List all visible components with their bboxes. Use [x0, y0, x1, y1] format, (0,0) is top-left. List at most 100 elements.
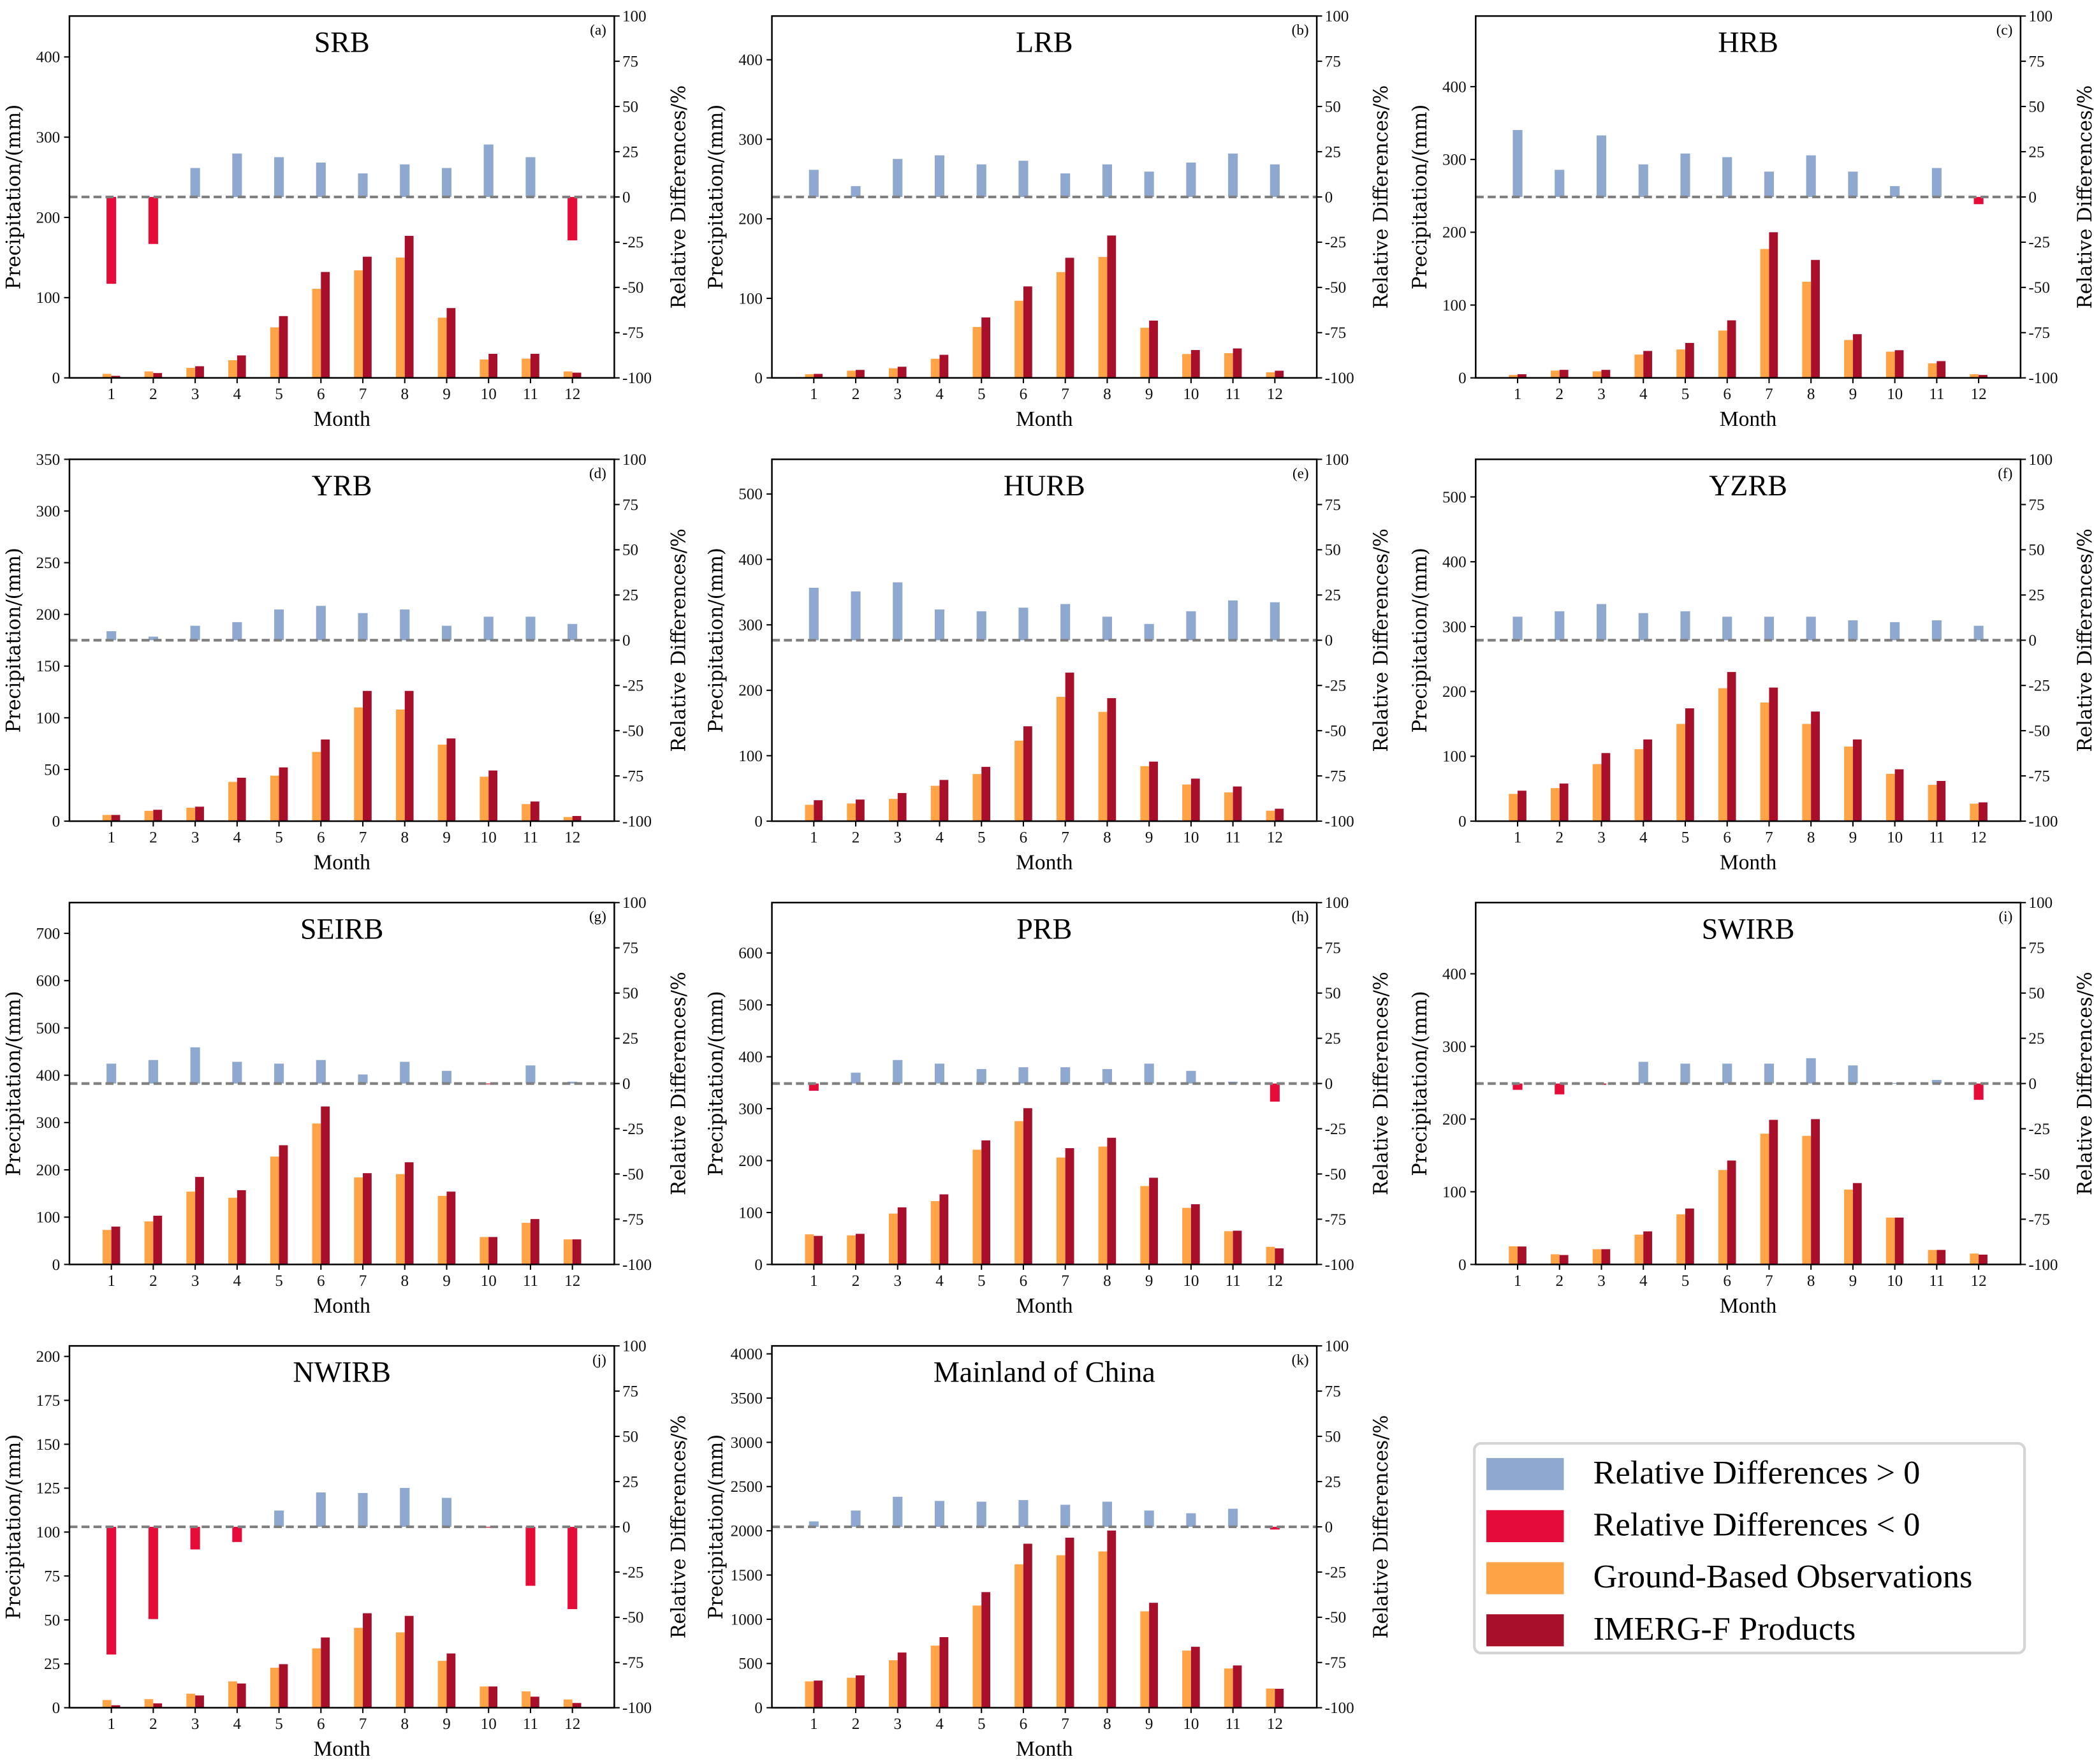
imerg-bar — [1769, 1119, 1778, 1265]
imerg-bar — [814, 1236, 823, 1265]
ground-bar — [312, 1648, 321, 1708]
rd-bar-positive — [851, 1072, 861, 1084]
imerg-bar — [446, 1653, 456, 1708]
x-tick-label: 9 — [1145, 829, 1153, 847]
rd-bar-positive — [1102, 1501, 1112, 1527]
x-tick-label: 7 — [1061, 829, 1069, 847]
ground-bar — [1550, 788, 1560, 822]
y2-tick-label: -25 — [622, 1564, 644, 1581]
y2-tick-label: 50 — [1325, 542, 1341, 559]
y-tick-label: 350 — [36, 451, 61, 469]
y2-tick-label: -50 — [1325, 1166, 1347, 1183]
x-tick-label: 2 — [852, 1716, 860, 1733]
y-axis-label: Precipitation/(mm) — [1409, 548, 1431, 733]
rd-bar-positive — [358, 173, 368, 197]
rd-bar-positive — [274, 1063, 284, 1084]
ground-bar — [847, 1677, 856, 1708]
y2-tick-label: 25 — [2028, 587, 2044, 604]
rd-bar-positive — [316, 1492, 326, 1527]
imerg-bar — [1065, 1538, 1074, 1708]
x-tick-label: 8 — [1807, 1272, 1815, 1290]
y-axis-label: Precipitation/(mm) — [3, 105, 25, 289]
y2-tick-label: 0 — [622, 632, 631, 650]
rd-bar-negative — [567, 1526, 578, 1610]
ground-bar — [888, 799, 898, 822]
y-tick-label: 300 — [36, 1114, 61, 1132]
x-tick-label: 9 — [1849, 386, 1857, 403]
panel-title: NWIRB — [293, 1356, 391, 1389]
x-tick-label: 8 — [1103, 1272, 1111, 1290]
panel-letter: (g) — [589, 908, 606, 924]
imerg-bar — [321, 739, 330, 822]
imerg-bar — [404, 1162, 414, 1265]
y-tick-label: 125 — [36, 1480, 61, 1498]
x-tick-label: 7 — [359, 1272, 367, 1290]
rd-bar-positive — [1680, 153, 1690, 197]
y2-tick-label: -25 — [622, 1121, 644, 1138]
legend-label: Ground-Based Observations — [1593, 1559, 1973, 1596]
rd-bar-positive — [1060, 1067, 1071, 1084]
y2-axis-label: Relative Differences/% — [1370, 528, 1393, 752]
x-tick-label: 11 — [523, 829, 538, 847]
rd-bar-positive — [1806, 616, 1816, 641]
panel-f: 0100200300400500-100-75-50-2502550751001… — [1409, 451, 2094, 875]
imerg-bar — [1233, 348, 1242, 378]
imerg-bar — [1601, 370, 1611, 378]
imerg-bar — [111, 1227, 121, 1265]
panel-k: 05001000150020002500300035004000-100-75-… — [705, 1338, 1393, 1761]
imerg-bar — [237, 1683, 246, 1708]
ground-bar — [1224, 353, 1233, 378]
x-tick-label: 1 — [107, 1716, 115, 1733]
x-tick-label: 1 — [107, 1272, 115, 1290]
rd-bar-positive — [1228, 153, 1238, 197]
y-tick-label: 300 — [1442, 151, 1467, 168]
ground-bar — [1098, 257, 1108, 378]
imerg-bar — [279, 767, 288, 822]
y2-tick-label: 25 — [622, 1473, 638, 1491]
ground-bar — [1014, 300, 1023, 378]
y-tick-label: 0 — [1458, 370, 1467, 387]
y2-tick-label: 100 — [622, 1338, 647, 1355]
panel-letter: (h) — [1292, 908, 1309, 924]
legend-label: Relative Differences > 0 — [1593, 1455, 1921, 1492]
x-tick-label: 5 — [275, 1272, 283, 1290]
imerg-bar — [279, 316, 288, 378]
y-tick-label: 0 — [754, 370, 763, 387]
y-tick-label: 100 — [1442, 748, 1467, 766]
ground-bar — [1098, 711, 1108, 822]
rd-bar-positive — [893, 1060, 903, 1084]
ground-bar — [805, 1234, 814, 1265]
y-tick-label: 500 — [1442, 489, 1467, 506]
legend-item-rd-negative: Relative Differences < 0 — [1486, 1508, 1920, 1543]
ground-bar — [888, 1660, 898, 1708]
imerg-bar — [237, 1190, 246, 1265]
rd-bar-positive — [1722, 1063, 1732, 1084]
imerg-bar — [897, 1207, 907, 1265]
ground-bar — [847, 1235, 856, 1265]
ground-bar — [312, 289, 321, 378]
y2-tick-label: 100 — [2028, 894, 2053, 912]
y-axis-label: Precipitation/(mm) — [705, 105, 728, 289]
y2-tick-label: 100 — [1325, 8, 1349, 26]
imerg-bar — [321, 1637, 330, 1708]
y-tick-label: 400 — [738, 52, 763, 69]
ground-bar — [972, 1605, 982, 1708]
ground-bar — [1760, 249, 1769, 378]
rd-bar-positive — [1102, 164, 1112, 197]
x-tick-label: 4 — [935, 829, 944, 847]
ground-bar — [395, 257, 405, 378]
x-tick-label: 10 — [481, 386, 497, 403]
ground-bar — [1885, 1217, 1895, 1265]
rd-bar-negative — [1973, 1083, 1984, 1100]
ground-bar — [1140, 328, 1150, 378]
imerg-bar — [488, 1237, 498, 1265]
y-tick-label: 200 — [1442, 1111, 1467, 1128]
ground-bar — [1676, 724, 1685, 822]
x-tick-label: 6 — [1723, 386, 1731, 403]
y2-tick-label: 100 — [2028, 8, 2053, 26]
imerg-bar — [1107, 1530, 1117, 1708]
y2-tick-label: 0 — [1325, 1075, 1333, 1093]
ground-bar — [1182, 1651, 1191, 1708]
panel-j: 0255075100125150175200-100-75-50-2502550… — [3, 1338, 690, 1761]
y2-tick-label: 100 — [1325, 1338, 1349, 1355]
